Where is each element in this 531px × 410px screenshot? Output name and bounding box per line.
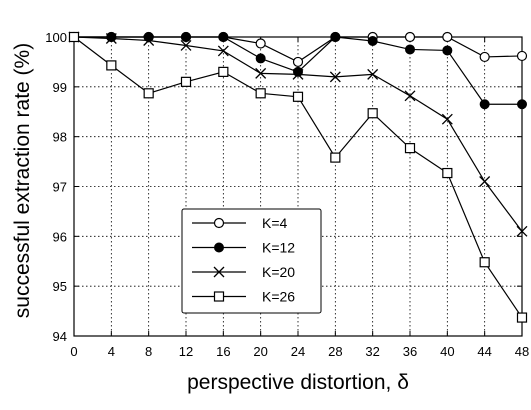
data-point [516,50,528,62]
data-point [218,66,229,77]
x-tick-label: 32 [365,344,379,359]
data-point [105,33,117,44]
data-point [217,45,229,57]
data-point [367,35,378,46]
data-point [181,32,191,42]
data-point [330,152,341,163]
x-tick-label: 20 [253,344,267,359]
data-point [292,68,304,80]
y-axis-title: successful extraction rate (%) [11,43,34,318]
data-point [442,167,453,179]
legend-label: K=12 [262,240,295,256]
data-point [479,99,490,110]
grid-lines [74,37,522,336]
data-point [367,108,378,119]
y-tick-label: 98 [53,130,67,145]
data-point [516,225,528,237]
legend-box [181,208,322,314]
x-tick-label: 8 [145,344,152,359]
x-tick-label: 12 [179,344,193,359]
series-layer [68,31,528,323]
data-point [106,60,117,71]
y-tick-label: 97 [53,180,67,195]
data-point [143,88,154,99]
data-point [516,312,528,323]
legend-item: K=26 [192,289,295,305]
data-point [442,45,453,56]
legend-marker [213,291,225,302]
data-point [180,76,192,87]
y-tick-label: 100 [45,30,67,45]
data-point [479,257,490,268]
data-point [68,31,80,43]
x-tick-label: 44 [477,344,491,359]
x-tick-label: 48 [515,344,529,359]
series-k-26 [68,31,528,323]
data-point [180,40,192,51]
x-axis-title: perspective distortion, δ [187,371,409,394]
data-point [441,113,453,125]
data-point [143,32,154,42]
x-tick-label: 36 [403,344,417,359]
data-point [329,71,341,83]
data-point [143,35,155,46]
x-tick-label: 16 [216,344,230,359]
legend-label: K=4 [262,215,288,231]
y-tick-label: 99 [53,80,67,95]
data-point [367,68,379,80]
data-point [479,51,490,63]
data-point [218,32,229,42]
data-point [404,90,416,102]
legend-marker [214,242,224,253]
legend-item: K=20 [192,264,295,280]
data-point [292,56,304,68]
data-point [404,31,416,43]
data-point [106,32,117,42]
legend-marker [213,217,225,229]
data-point [292,91,304,102]
data-point [442,31,453,43]
legend-item: K=12 [192,240,295,256]
y-tick-label: 94 [53,329,67,344]
legend-marker [213,266,225,278]
data-point [255,67,267,79]
x-tick-label: 28 [328,344,342,359]
x-tick-label: 24 [291,344,305,359]
legend-item: K=4 [192,215,288,231]
legend: K=4 K=12 K=20 K=26 [181,208,322,314]
legend-label: K=26 [262,289,295,305]
data-point [479,176,491,187]
data-point [255,88,266,99]
legend-label: K=20 [262,264,295,280]
data-point [255,38,266,49]
data-point [404,143,416,154]
data-point [517,99,527,110]
x-tick-label: 40 [440,344,454,359]
y-tick-label: 95 [53,279,67,294]
y-tick-label: 96 [53,229,67,244]
data-point [330,32,341,42]
data-point [255,53,266,64]
x-tick-label: 0 [70,344,77,359]
x-tick-label: 4 [108,344,115,359]
data-point [405,44,415,55]
